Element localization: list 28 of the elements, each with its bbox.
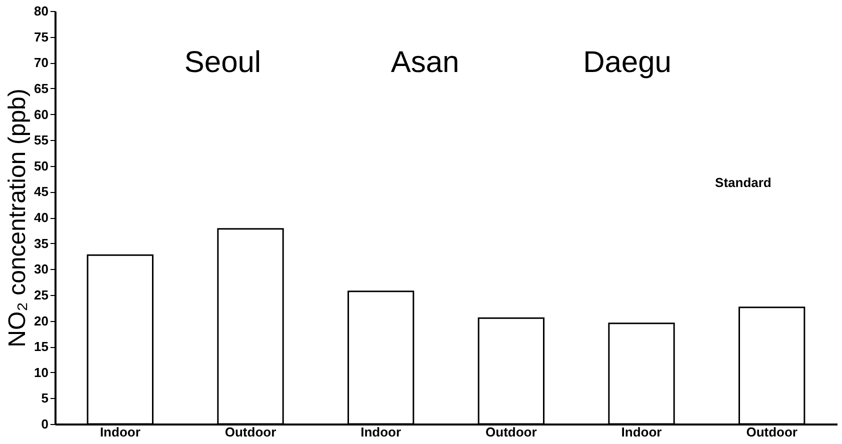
x-tick-label: Indoor [360,424,402,440]
y-axis-title: NO₂ concentration (ppb) [4,88,32,348]
y-tick-label: 20 [34,313,48,328]
x-tick-label: Indoor [621,424,662,440]
annotation: Standard [715,175,772,190]
y-tick-label: 65 [34,80,48,96]
y-tick-label: 10 [34,364,48,380]
y-tick-label: 55 [34,132,48,148]
y-tick-label: 45 [34,184,48,200]
y-tick-label: 0 [41,416,48,432]
y-tick-label: 70 [34,55,48,70]
y-tick-label: 35 [34,236,48,251]
y-tick-label: 80 [34,4,48,18]
y-tick-label: 25 [34,287,48,302]
y-tick-label: 40 [34,210,48,225]
y-tick-label: 75 [34,29,48,44]
x-tick-label: Outdoor [746,424,798,440]
x-tick-label: Outdoor [486,424,537,440]
y-tick-label: 15 [34,339,48,354]
x-tick-label: Indoor [100,424,140,440]
x-tick-label: Outdoor [224,424,276,440]
annotation: Daegu [583,46,672,79]
y-tick-label: 30 [34,262,48,277]
annotation: Seoul [184,46,262,79]
annotation: Asan [390,46,460,79]
y-tick-label: 50 [34,158,48,174]
y-tick-label: 60 [34,106,48,122]
y-tick-label: 5 [41,390,48,406]
